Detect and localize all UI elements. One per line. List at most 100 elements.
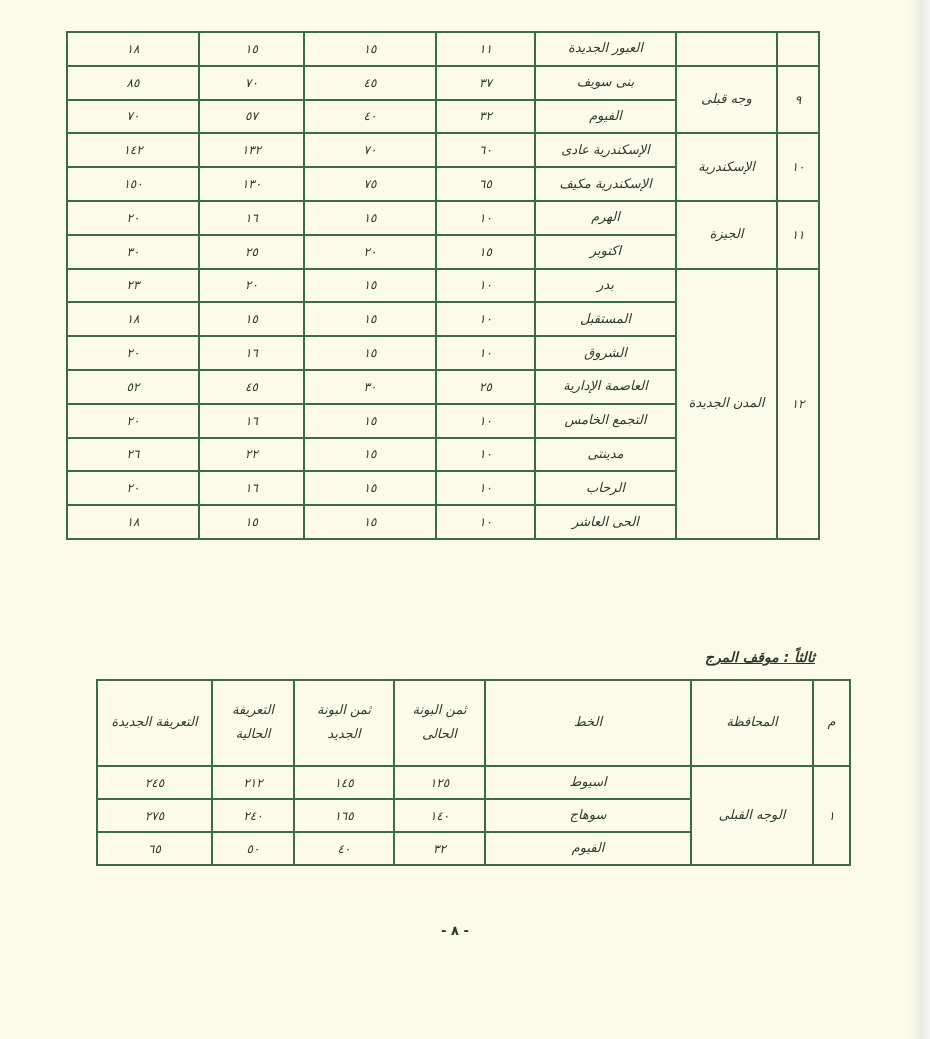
- line-cell: الفيوم: [534, 98, 677, 135]
- new-fare-cell: ٢٧٥: [96, 798, 213, 833]
- header-line: الخط: [484, 679, 692, 767]
- current-fare-cell: ٥٧: [198, 98, 305, 135]
- current-fare-cell: ١٦: [198, 402, 305, 439]
- new-fare-cell: ١٨: [66, 504, 200, 540]
- new-fare-cell: ٥٢: [66, 368, 200, 405]
- new-fare-cell: ٦٥: [96, 831, 213, 866]
- table-row: العبور الجديدة ١١ ١٥ ١٥ ١٨: [66, 31, 820, 67]
- new-coupon-cell: ١٥: [303, 504, 437, 540]
- row-number-cell: ١١: [776, 199, 820, 270]
- marg-station-table: م المحافظة الخط ثمن البونة الحالى ثمن ال…: [96, 679, 851, 866]
- new-coupon-cell: ١٦٥: [293, 798, 395, 833]
- current-coupon-cell: ١٤٠: [393, 798, 486, 833]
- new-coupon-cell: ١٥: [303, 267, 437, 304]
- row-number-cell: ٩: [776, 64, 820, 135]
- table-row: مدينتى ١٠ ١٥ ٢٢ ٢٦: [66, 436, 819, 473]
- governorate-cell: الجيزة: [675, 199, 778, 270]
- new-coupon-cell: ٣٠: [303, 368, 437, 405]
- row-number-cell: ١٢: [776, 267, 820, 540]
- line-cell: التجمع الخامس: [534, 402, 677, 439]
- current-fare-cell: ٢٥: [198, 233, 305, 270]
- current-fare-cell: ١٥: [198, 504, 305, 540]
- table-row: ١٢ المدن الجديدة بدر ١٠ ١٥ ٢٠ ٢٣: [66, 267, 820, 540]
- current-fare-cell: ١٦: [198, 470, 305, 507]
- current-coupon-cell: ١١: [435, 31, 536, 67]
- table-row: ١١ الجيزة الهرم ١٠ ١٥ ١٦ ٢٠: [66, 199, 820, 270]
- table-row: ١٠ الإسكندرية الإسكندرية عادى ٦٠ ٧٠ ١٣٢ ١٤٢: [66, 132, 820, 202]
- new-fare-cell: ٢٠: [66, 335, 200, 371]
- governorate-cell: الوجه القبلى: [690, 765, 814, 866]
- line-cell: اسيوط: [484, 765, 692, 800]
- line-cell: الرحاب: [534, 470, 677, 507]
- new-coupon-cell: ١٥: [303, 199, 437, 236]
- line-cell: الإسكندرية عادى: [534, 132, 677, 169]
- line-cell: الشروق: [534, 335, 677, 371]
- current-fare-cell: ٥٠: [211, 831, 295, 866]
- line-cell: المستقبل: [534, 301, 677, 338]
- current-fare-cell: ٢٢: [198, 436, 305, 473]
- new-fare-cell: ١٥٠: [66, 166, 200, 202]
- table-row: الإسكندرية مكيف ٦٥ ٧٥ ١٣٠ ١٥٠: [66, 166, 819, 202]
- new-coupon-cell: ٧٥: [303, 166, 437, 202]
- current-coupon-cell: ١٠: [435, 199, 536, 236]
- current-coupon-cell: ١٠: [435, 402, 536, 439]
- new-fare-cell: ٧٠: [66, 98, 200, 135]
- table-row: الحى العاشر ١٠ ١٥ ١٥ ١٨: [66, 504, 819, 540]
- current-coupon-cell: ١٥: [435, 233, 536, 270]
- new-fare-cell: ١٨: [66, 31, 200, 67]
- current-fare-cell: ١٥: [198, 301, 305, 338]
- current-coupon-cell: ١٢٥: [393, 765, 486, 800]
- new-coupon-cell: ٤٠: [293, 831, 395, 866]
- row-number-cell: ١٠: [776, 132, 820, 202]
- fares-table: العبور الجديدة ١١ ١٥ ١٥ ١٨ ٩ وجه قبلى بنى سويف ٣…: [66, 31, 820, 540]
- current-fare-cell: ١٦: [198, 335, 305, 371]
- new-fare-cell: ١٨: [66, 301, 200, 338]
- current-coupon-cell: ٦٥: [435, 166, 536, 202]
- new-coupon-cell: ١٥: [303, 470, 437, 507]
- table-row: ١ الوجه القبلى اسيوط ١٢٥ ١٤٥ ٢١٢ ٢٤٥: [96, 765, 851, 866]
- line-cell: الفيوم: [484, 831, 692, 866]
- governorate-cell: وجه قبلى: [675, 64, 778, 135]
- line-cell: الحى العاشر: [534, 504, 677, 540]
- new-coupon-cell: ١٥: [303, 31, 437, 67]
- header-row: م المحافظة الخط ثمن البونة الحالى ثمن ال…: [96, 679, 851, 767]
- current-coupon-cell: ٢٥: [435, 368, 536, 405]
- table-row: الفيوم ٣٢ ٤٠ ٥٧ ٧٠: [66, 98, 819, 135]
- current-coupon-cell: ١٠: [435, 267, 536, 304]
- table-row: المستقبل ١٠ ١٥ ١٥ ١٨: [66, 301, 819, 338]
- section-title: ثالثاً : موقف المرج: [704, 650, 815, 666]
- current-fare-cell: ٢٠: [198, 267, 305, 304]
- new-coupon-cell: ١٤٥: [293, 765, 395, 800]
- line-cell: مدينتى: [534, 436, 677, 473]
- current-coupon-cell: ١٠: [435, 504, 536, 540]
- new-coupon-cell: ١٥: [303, 402, 437, 439]
- new-fare-cell: ٢٠: [66, 199, 200, 236]
- header-governorate: المحافظة: [690, 679, 814, 767]
- page-edge: [908, 0, 930, 1039]
- row-number-cell: [776, 31, 820, 67]
- page-number: - ٨ -: [441, 924, 469, 939]
- table-row: سوهاج ١٤٠ ١٦٥ ٢٤٠ ٢٧٥: [96, 798, 850, 833]
- current-coupon-cell: ١٠: [435, 335, 536, 371]
- current-fare-cell: ١٦: [198, 199, 305, 236]
- new-fare-cell: ٢٠: [66, 470, 200, 507]
- table-row: الشروق ١٠ ١٥ ١٦ ٢٠: [66, 335, 819, 371]
- new-fare-cell: ٢٤٥: [96, 765, 213, 800]
- new-coupon-cell: ١٥: [303, 436, 437, 473]
- header-new-fare: التعريفة الجديدة: [96, 679, 213, 767]
- current-coupon-cell: ٦٠: [435, 132, 536, 169]
- table-row: الرحاب ١٠ ١٥ ١٦ ٢٠: [66, 470, 819, 507]
- line-cell: الإسكندرية مكيف: [534, 166, 677, 202]
- new-coupon-cell: ١٥: [303, 301, 437, 338]
- new-fare-cell: ٢٠: [66, 402, 200, 439]
- current-coupon-cell: ٣٢: [393, 831, 486, 866]
- header-num: م: [812, 679, 851, 767]
- current-fare-cell: ٢١٢: [211, 765, 295, 800]
- governorate-cell: [675, 31, 778, 67]
- line-cell: الهرم: [534, 199, 677, 236]
- line-cell: العبور الجديدة: [534, 31, 677, 67]
- table-row: التجمع الخامس ١٠ ١٥ ١٦ ٢٠: [66, 402, 819, 439]
- new-coupon-cell: ٤٥: [303, 64, 437, 101]
- current-fare-cell: ١٥: [198, 31, 305, 67]
- table-row: الفيوم ٣٢ ٤٠ ٥٠ ٦٥: [96, 831, 850, 866]
